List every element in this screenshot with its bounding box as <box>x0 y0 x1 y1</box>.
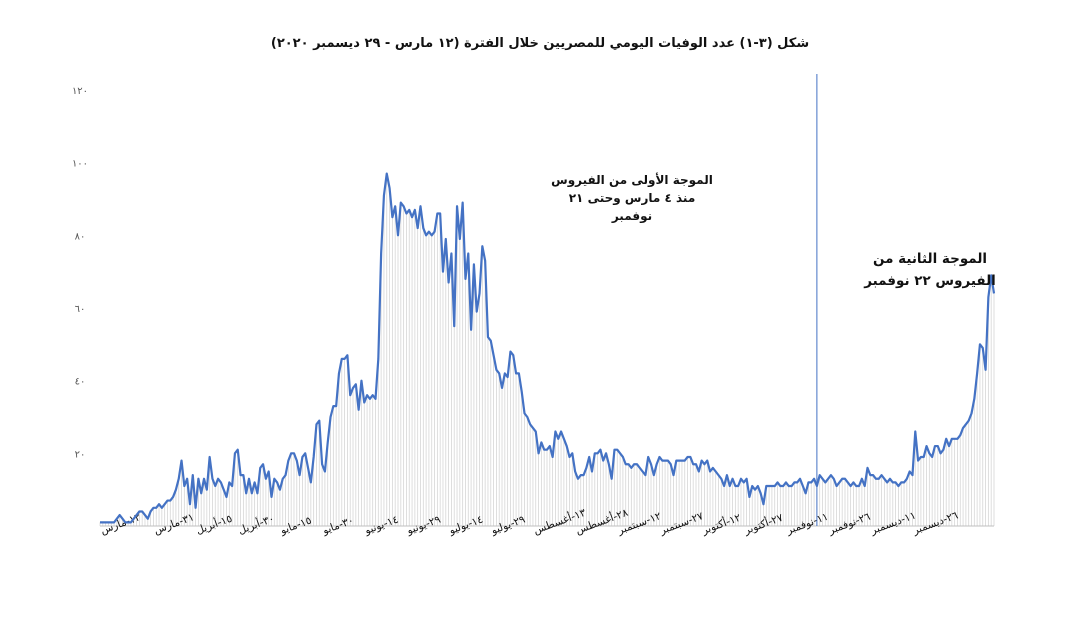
annotation-second-wave-line-1: الموجة الثانية من <box>873 251 987 267</box>
annotation-first-wave-line-3: نوفمبر <box>611 209 652 224</box>
y-tick-label: ١٢٠ <box>72 86 88 97</box>
x-tick-label: ٢٦-نوفمبر <box>826 511 872 538</box>
annotation-first-wave-line-2: منذ ٤ مارس وحتى ٢١ <box>569 191 696 206</box>
x-tick-label: ٣٠-مايو <box>320 515 355 538</box>
annotation-first-wave-line-1: الموجة الأولى من الفيروس <box>551 172 713 188</box>
series-line-daily-deaths <box>100 172 996 524</box>
x-tick-label: ٢٧-أكتوبر <box>741 510 785 537</box>
x-tick-label: ١١-نوفمبر <box>784 511 830 537</box>
x-tick-label: ١٢-أكتوبر <box>699 510 743 537</box>
x-tick-label: ٣٠-أبريل <box>236 511 276 537</box>
chart-title: شكل (٣-١) عدد الوفيات اليومي للمصريين خل… <box>271 36 809 51</box>
y-tick-label: ٤٠ <box>75 377 86 388</box>
y-tick-label: ٦٠ <box>75 304 86 315</box>
y-axis: ٢٠ ٤٠ ٦٠ ٨٠ ١٠٠ ١٢٠ <box>72 86 88 460</box>
x-tick-label: ١٥-مايو <box>278 515 313 538</box>
y-tick-label: ٨٠ <box>75 231 86 242</box>
y-tick-label: ١٠٠ <box>72 159 88 170</box>
x-tick-label: ١٥-أبريل <box>194 511 234 537</box>
x-tick-label: ٢٧-سبتمبر <box>657 510 705 537</box>
annotation-second-wave-line-2: الفيروس ٢٢ نوفمبر <box>863 273 996 289</box>
daily-drop-lines <box>99 173 995 526</box>
y-tick-label: ٢٠ <box>75 449 86 460</box>
